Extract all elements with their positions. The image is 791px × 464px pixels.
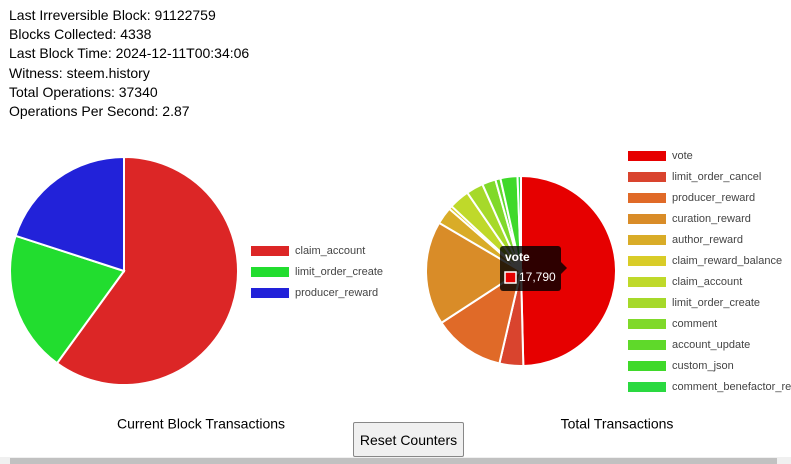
chart-caption: Total Transactions [561,416,674,432]
stat-line: Total Operations: 37340 [9,83,158,100]
chart-caption: Current Block Transactions [117,416,285,432]
legend-swatch [628,235,666,245]
legend-swatch [628,151,666,161]
legend-label: producer_reward [295,287,378,299]
legend-swatch [628,172,666,182]
legend-swatch [251,267,289,277]
legend-swatch [628,214,666,224]
scrollbar-thumb[interactable] [10,458,777,464]
legend-label: vote [672,150,693,162]
legend-label: limit_order_create [672,297,760,309]
legend-label: claim_account [672,276,742,288]
pie-slice [520,174,617,367]
legend-label: limit_order_cancel [672,171,761,183]
legend-label: limit_order_create [295,266,383,278]
stats: Last Irreversible Block: 91122759 Blocks … [9,6,249,121]
legend-label: comment_benefactor_re [672,381,791,393]
legend-swatch [628,277,666,287]
tooltip-title: vote [505,250,530,264]
tooltip-swatch [504,271,517,284]
legend-swatch [628,193,666,203]
stat-line: Last Block Time: 2024-12-11T00:34:06 [9,45,250,62]
scrollbar[interactable] [0,457,791,464]
pie-slice [9,234,126,365]
stat-line: Last Irreversible Block: 91122759 [9,7,216,23]
pie-slice [55,155,239,386]
legend-swatch [628,319,666,329]
legend-label: curation_reward [672,213,751,225]
legend-swatch [628,256,666,266]
legend-label: custom_json [672,360,734,372]
tooltip: vote 17,790 [500,246,567,291]
legend-label: account_update [672,339,750,351]
stat-line: Blocks Collected: 4338 [9,26,152,43]
legend-label: producer_reward [672,192,755,204]
pie-slice [425,221,523,325]
pie-slice [14,155,125,273]
stat-line: Witness: steem.history [9,64,150,81]
legend-swatch [628,298,666,308]
legend-label: claim_reward_balance [672,255,782,267]
legend-label: comment [672,318,717,330]
tooltip-caret [561,262,567,274]
tooltip-value: 17,790 [519,270,556,284]
legend-label: claim_account [295,245,365,257]
legend-swatch [628,340,666,350]
stat-line: Operations Per Second: 2.87 [9,103,190,120]
pie-slice [440,268,523,365]
legend-swatch [628,382,666,392]
legend-label: author_reward [672,234,743,246]
legend-swatch [628,361,666,371]
legend-swatch [251,246,289,256]
reset-button[interactable]: Reset Counters [353,422,464,457]
legend-swatch [251,288,289,298]
